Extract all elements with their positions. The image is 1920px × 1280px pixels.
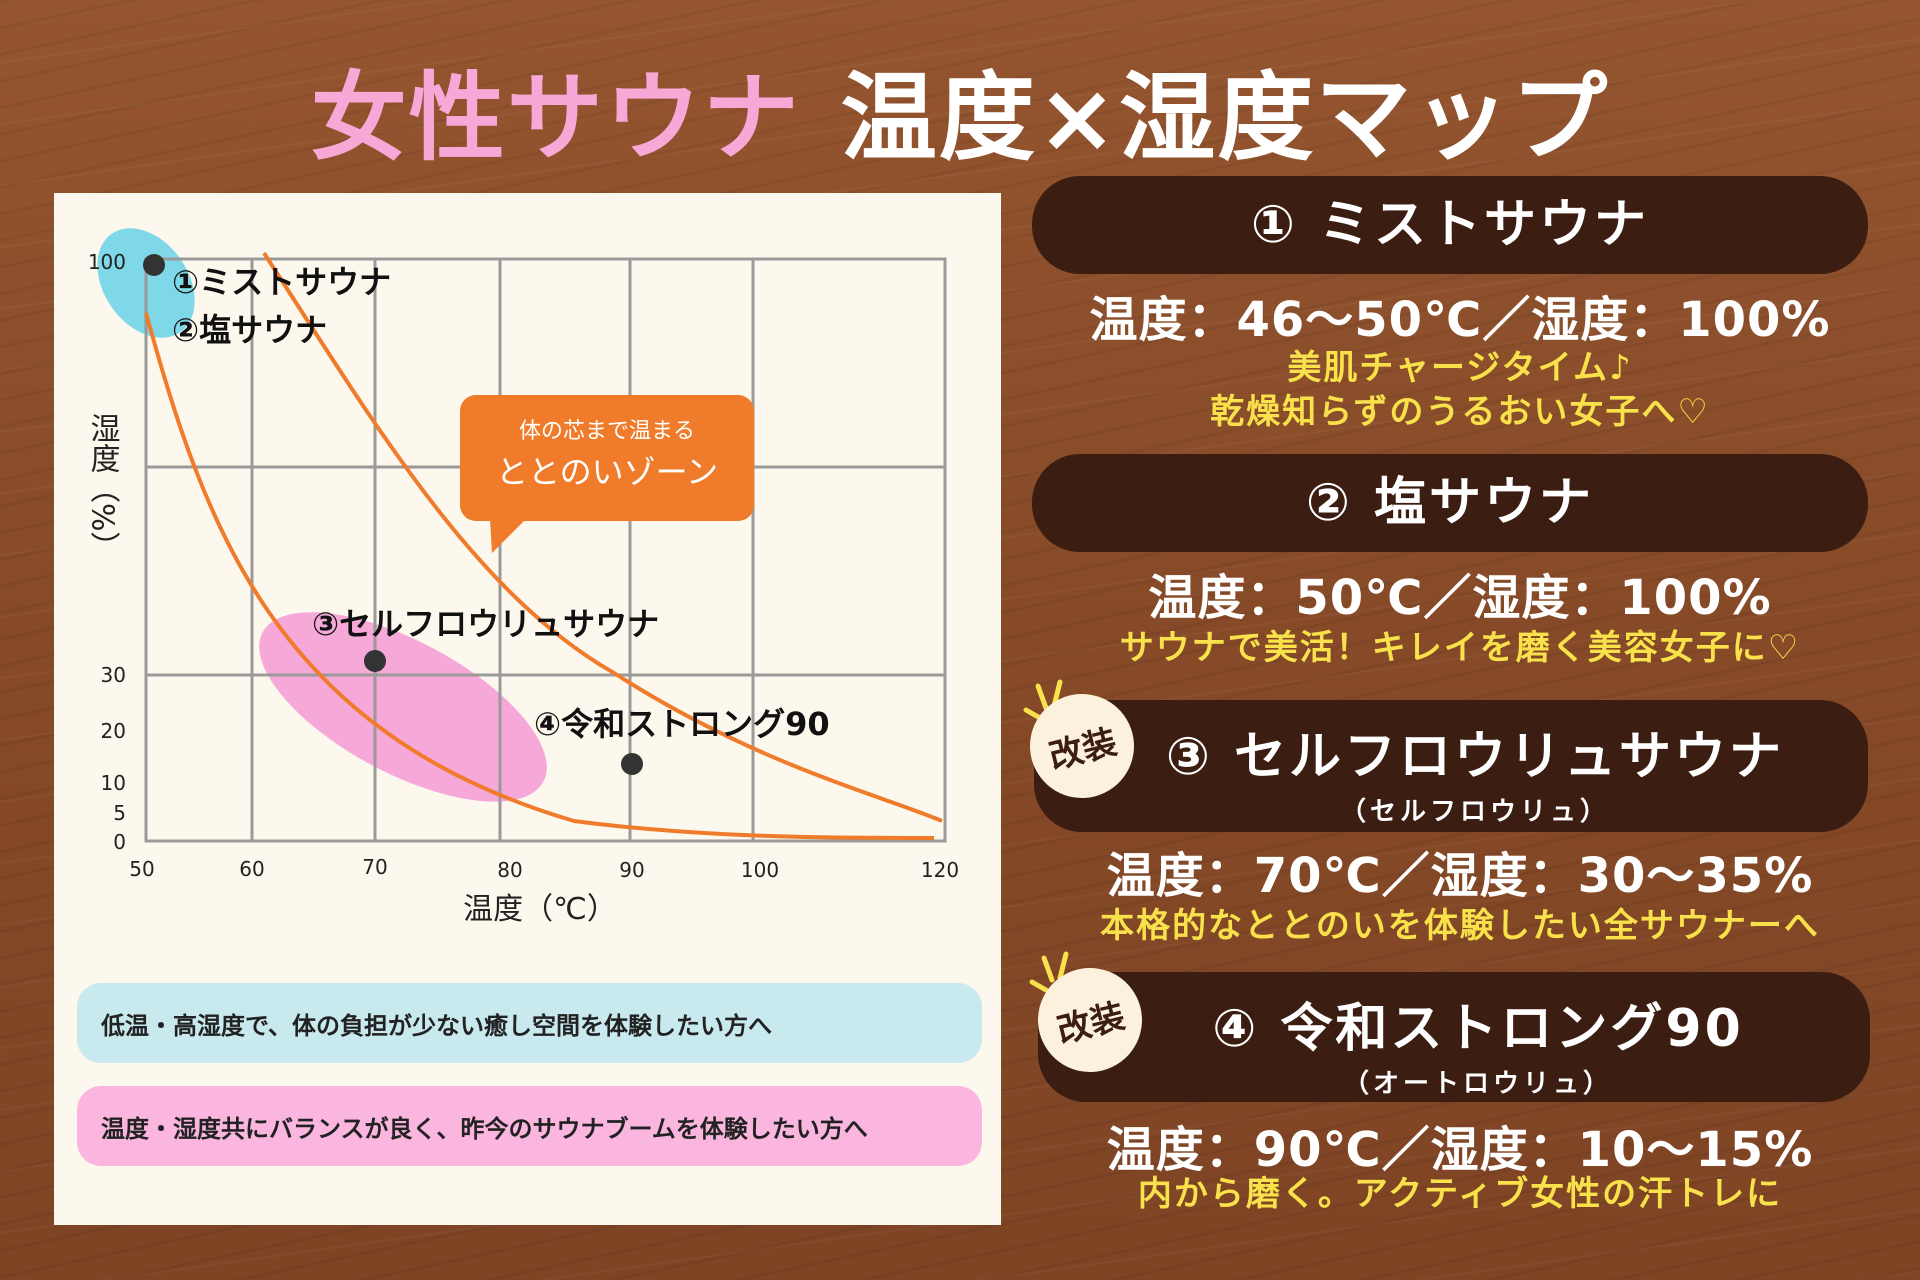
sauna-4-sub: （オートロウリュ） [1342,1069,1613,1099]
y-tick: 100 [88,250,126,274]
label-mist: ①ミストサウナ [172,263,391,301]
point-mist-salt [143,254,165,276]
sauna-4-tagline-1: 内から磨く。アクティブ女性の汗トレに [1137,1174,1783,1214]
chart-panel: 100 30 20 10 5 0 50 60 70 80 90 100 120 … [54,193,1001,1225]
y-tick: 10 [101,771,126,795]
curve-lower [144,312,935,840]
x-axis-label: 温度（℃） [463,892,617,927]
label-salt: ②塩サウナ [172,311,327,349]
sauna-3-temp: 温度：70℃／湿度：30〜35% [1106,848,1814,904]
callout-line2: ととのいゾーン [496,453,718,491]
point-self-loyly [364,650,386,672]
sauna-1-tagline-2: 乾燥知らずのうるおい女子へ♡ [1210,392,1710,432]
x-tick: 70 [362,855,387,879]
sauna-2-tagline-1: サウナで美活！キレイを磨く美容女子に♡ [1119,628,1801,668]
label-self-loyly: ③セルフロウリュサウナ [312,605,659,643]
sauna-4-header: ④ 令和ストロング90 （オートロウリュ） [1038,972,1870,1102]
sauna-4-temp: 温度：90℃／湿度：10〜15% [1106,1122,1814,1178]
x-tick: 120 [921,858,959,882]
note-pink: 温度・湿度共にバランスが良く、昨今のサウナブームを体験したい方へ [77,1086,982,1166]
sauna-1-title: ① ミストサウナ [1250,195,1650,255]
y-tick: 5 [113,801,126,825]
x-tick: 60 [239,857,264,881]
title-white: 温度×湿度マップ [840,62,1610,174]
x-tick: 100 [741,858,779,882]
curve-upper [262,251,943,823]
sauna-2-title: ② 塩サウナ [1305,473,1595,533]
sauna-list: ① ミストサウナ 温度：46〜50℃／湿度：100% 美肌チャージタイム♪ 乾燥… [1000,0,1920,1280]
grid [144,257,947,843]
callout-totonoi: 体の芯まで温まる ととのいゾーン [460,395,754,553]
sauna-3-sub: （セルフロウリュ） [1339,797,1610,827]
note-blue: 低温・高湿度で、体の負担が少ない癒し空間を体験したい方へ [77,983,982,1063]
sauna-3-tagline-1: 本格的なととのいを体験したい全サウナーへ [1100,906,1820,946]
page-title: 女性サウナ 温度×湿度マップ [0,40,1920,179]
sauna-3-header: ③ セルフロウリュサウナ （セルフロウリュ） [1034,700,1868,832]
y-tick: 0 [113,830,126,854]
y-tick: 30 [101,663,126,687]
sauna-1-header: ① ミストサウナ [1032,176,1868,274]
point-reiwa-strong [621,753,643,775]
spark-icon [1029,951,1069,993]
sauna-2-temp: 温度：50℃／湿度：100% [1148,570,1772,626]
sauna-2-header: ② 塩サウナ [1032,454,1868,552]
sauna-3-title: ③ セルフロウリュサウナ [1165,727,1785,787]
x-tick: 50 [129,857,154,881]
x-tick: 90 [619,858,644,882]
x-tick: 80 [497,858,522,882]
y-axis-label: 湿度（%） [85,413,121,562]
temperature-humidity-chart: 100 30 20 10 5 0 50 60 70 80 90 100 120 … [85,228,959,927]
sauna-4-title: ④ 令和ストロング90 [1212,999,1744,1059]
sauna-1-temp: 温度：46〜50℃／湿度：100% [1089,292,1831,348]
callout-line1: 体の芯まで温まる [519,419,695,444]
y-tick: 20 [101,719,126,743]
sauna-1-tagline-1: 美肌チャージタイム♪ [1287,348,1633,388]
title-pink: 女性サウナ [310,62,801,174]
zone-pink [259,612,547,802]
label-reiwa: ④令和ストロング90 [534,705,830,743]
